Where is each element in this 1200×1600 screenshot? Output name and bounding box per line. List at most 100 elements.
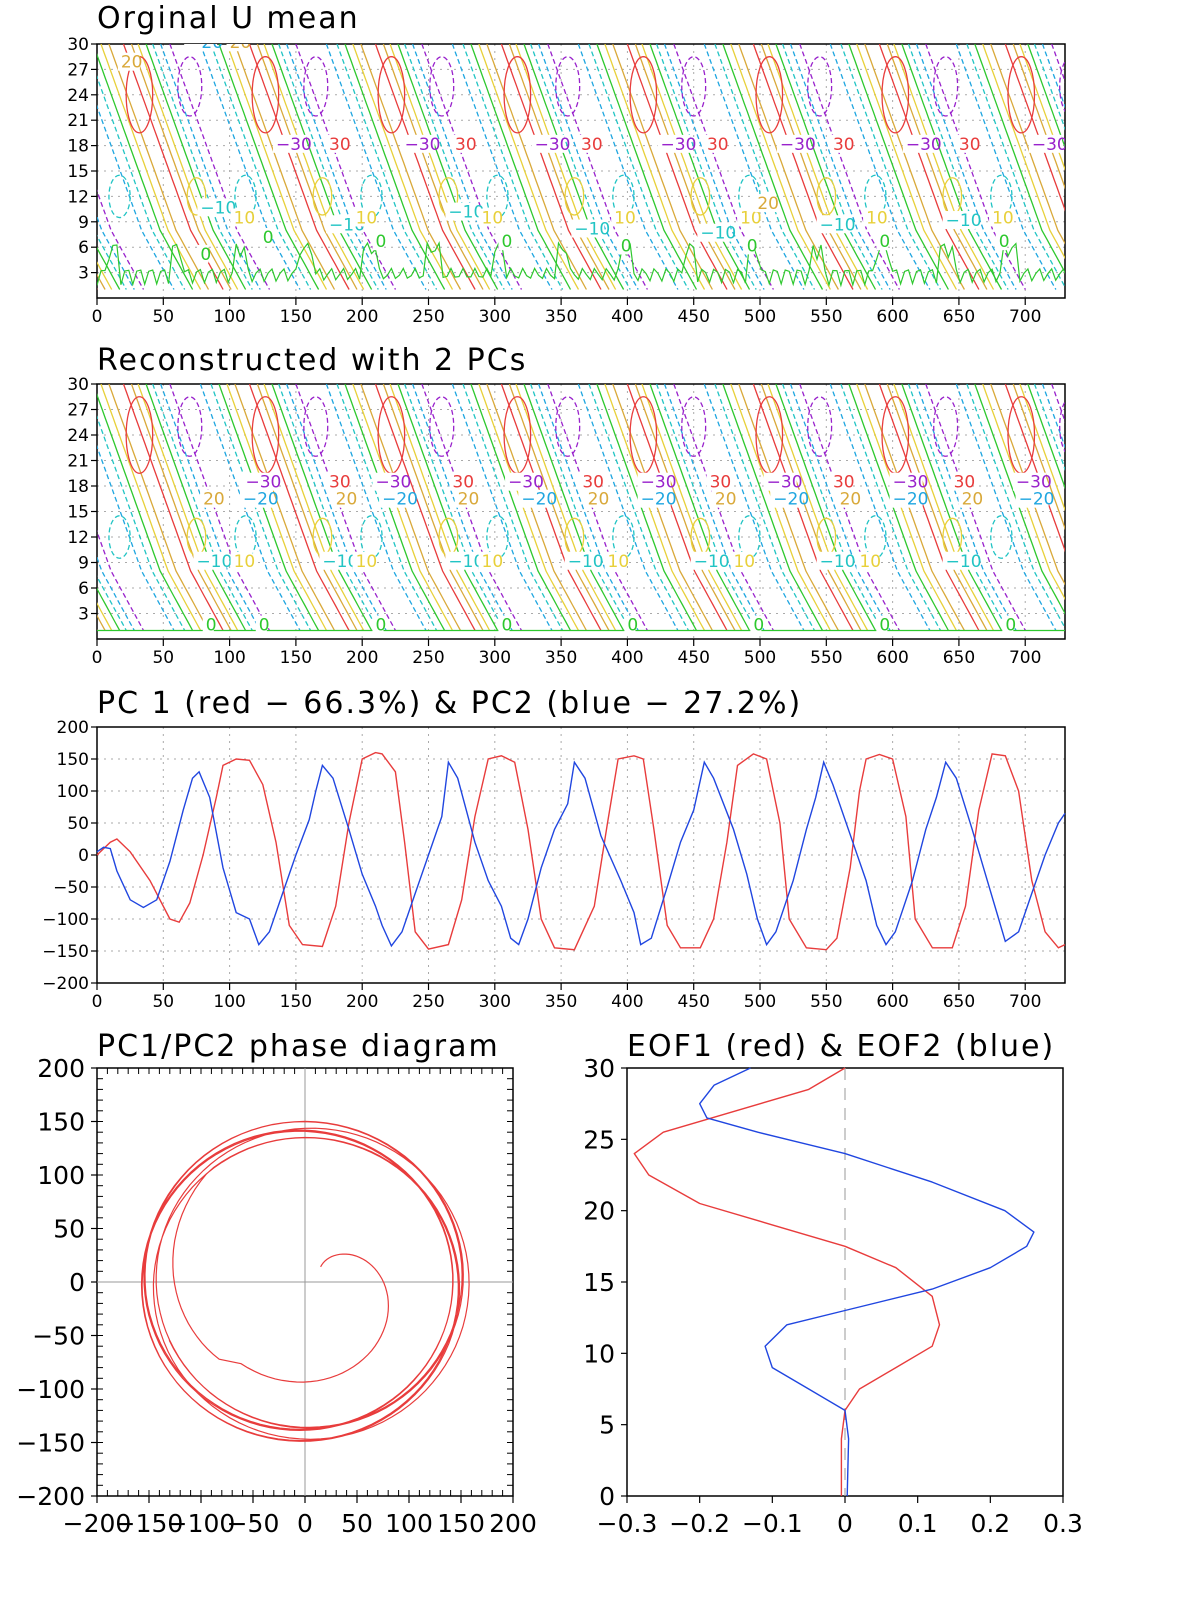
x-tick-label: 0 (92, 648, 103, 668)
y-tick-label: 18 (67, 477, 89, 497)
contour-line--10 (781, 44, 883, 290)
y-tick-label: 21 (67, 452, 89, 472)
contour-label: 30 (833, 135, 855, 155)
x-tick-label: 100 (213, 307, 245, 327)
y-tick-label: 21 (67, 111, 89, 131)
contour-label-bg (836, 489, 859, 508)
contour-core--30 (303, 396, 329, 457)
contour-line--10 (152, 384, 253, 631)
x-tick-label: 350 (545, 648, 577, 668)
contour-line--10 (462, 44, 564, 290)
contour-core--10 (108, 174, 131, 219)
contour-label-bg (743, 236, 755, 255)
contour-label: 10 (356, 552, 378, 572)
contour-line-10 (604, 44, 706, 290)
contour-line-30 (626, 44, 728, 290)
contour-line--20 (537, 384, 639, 631)
contour-core-30 (1134, 57, 1161, 133)
contour-line--20 (451, 384, 553, 631)
contour-label: −10 (946, 211, 982, 231)
contour-line-30 (500, 44, 602, 290)
contour-line-0 (271, 44, 373, 290)
contour-core--30 (681, 396, 707, 457)
contour-line--10 (966, 384, 1065, 630)
contour-label-bg (750, 615, 762, 634)
contour-core-30 (0, 397, 27, 474)
x-tick-label: 0 (297, 1509, 313, 1538)
x-tick-label: 400 (611, 307, 643, 327)
contour-line-20 (360, 44, 462, 290)
contour-label: 0 (259, 616, 270, 636)
contour-label: 30 (452, 473, 474, 493)
contour-line--10 (1161, 44, 1200, 290)
contour-core-30 (1134, 397, 1161, 474)
chart-title: EOF1 (red) & EOF2 (blue) (627, 1029, 1055, 1064)
contour-line-20 (486, 44, 587, 290)
contour-line--10 (588, 384, 690, 631)
contour-label: −10 (200, 198, 236, 218)
contour-label: 0 (747, 236, 758, 256)
contour-label-bg (332, 489, 355, 508)
x-tick-label: 600 (876, 307, 908, 327)
y-tick-label: 100 (57, 782, 89, 802)
contour-line-20 (612, 44, 713, 290)
contour-line-0 (775, 384, 877, 631)
contour-core-30 (881, 56, 910, 134)
x-tick-label: 250 (412, 307, 444, 327)
y-tick-label: 9 (78, 554, 89, 574)
contour-label: 0 (206, 616, 217, 636)
contour-line-0 (1154, 384, 1200, 631)
x-tick-label: 200 (346, 307, 378, 327)
contour-label-bg (584, 489, 607, 508)
y-tick-label: 100 (37, 1161, 85, 1190)
contour-line-0 (523, 44, 625, 290)
y-tick-label: 0 (78, 846, 89, 866)
contour-label-bg (518, 489, 552, 508)
contour-label-bg (889, 489, 923, 508)
contour-label: 20 (121, 53, 143, 73)
contour-line-20 (1012, 384, 1065, 531)
contour-line-20 (1012, 44, 1065, 190)
y-tick-label: 150 (57, 750, 89, 770)
contour-lines: 20−20 20−30 30 −30 30 −30 30 −30 30 −30 30 −30 30 −30… (97, 44, 1200, 290)
contour-line--20 (663, 44, 765, 290)
contour-label-bg (193, 551, 227, 570)
x-tick-label: 50 (152, 992, 174, 1012)
contour-line-30 (374, 384, 476, 631)
contour-line--30 (1051, 384, 1065, 423)
contour-label: 20 (715, 490, 737, 510)
contour-line-0 (344, 44, 446, 290)
contour-line-0 (97, 53, 194, 290)
contour-lines: 20−30−203020−30−203020−30−203020−30−2030… (0, 384, 1200, 636)
contour-label: −10 (700, 224, 736, 244)
contour-label: 0 (879, 232, 890, 252)
contour-line--10 (655, 44, 757, 290)
x-tick-label: 50 (341, 1509, 373, 1538)
contour-core-30 (1007, 56, 1036, 134)
y-tick-label: −150 (16, 1429, 85, 1458)
panel-pc-timeseries: PC 1 (red − 66.3%) & PC2 (blue − 27.2%) 0… (42, 686, 1066, 1012)
contour-label-bg (200, 489, 223, 508)
contour-line-30 (1004, 384, 1065, 553)
contour-label-bg (352, 208, 375, 227)
contour-line--10 (278, 44, 379, 290)
contour-label: −30 (780, 135, 816, 155)
contour-line--20 (703, 44, 805, 290)
contour-line--20 (451, 44, 553, 290)
contour-line--30 (1178, 44, 1200, 290)
contour-line--10 (1093, 384, 1193, 631)
contour-line-10 (478, 44, 580, 290)
contour-label: 0 (753, 616, 764, 636)
contour-label-bg (989, 208, 1012, 227)
y-tick-label: 150 (37, 1108, 85, 1137)
contour-label-bg (1012, 472, 1046, 491)
contour-label-bg (776, 134, 810, 153)
contour-line--20 (1082, 44, 1182, 290)
y-tick-label: 10 (583, 1339, 615, 1368)
contour-label-bg (958, 489, 981, 508)
contour-label-bg (737, 208, 760, 227)
contour-line--10 (588, 44, 690, 290)
contour-label-bg (319, 551, 353, 570)
contour-line-30 (878, 44, 980, 290)
